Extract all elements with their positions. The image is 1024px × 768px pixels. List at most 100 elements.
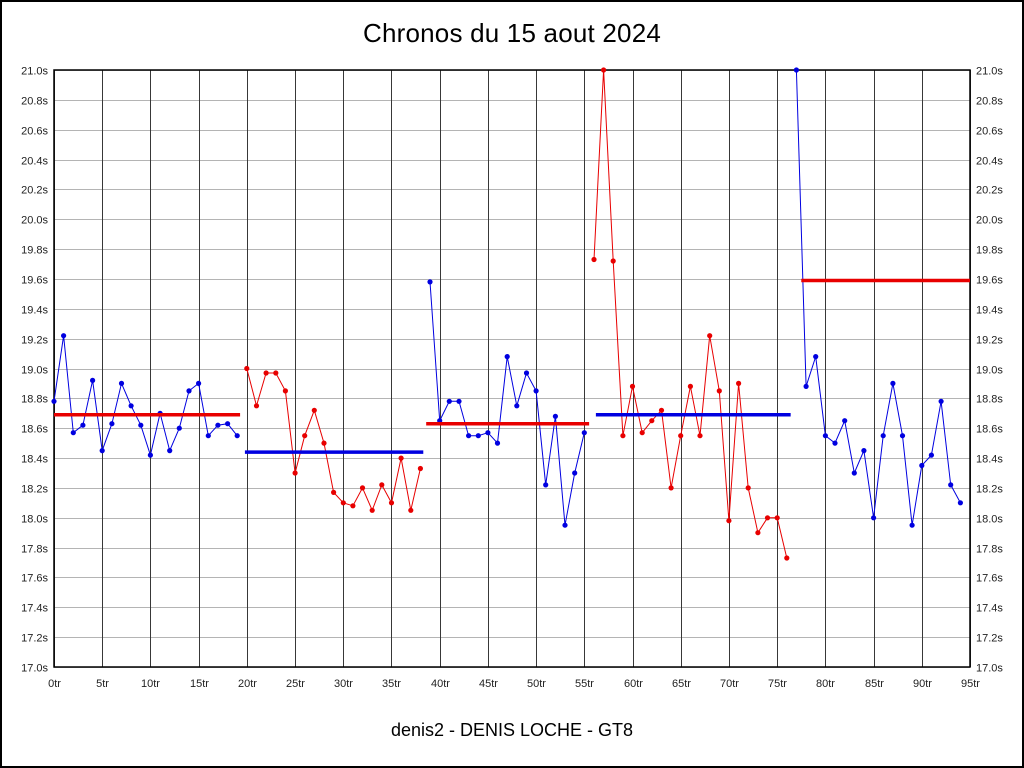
data-point-stint-1: [205, 433, 211, 439]
data-point-stint-2: [340, 500, 346, 506]
data-point-stint-2: [359, 485, 366, 491]
data-point-stint-4: [649, 418, 655, 424]
y-tick-label-right: 19.0s: [976, 365, 1003, 377]
data-point-stint-1: [176, 425, 182, 431]
y-tick-label-right: 17.2s: [976, 633, 1003, 645]
y-tick-label-right: 17.4s: [976, 603, 1003, 615]
data-point-stint-3: [466, 433, 472, 439]
x-tick-label: 40tr: [431, 678, 450, 690]
data-point-stint-5: [822, 433, 829, 439]
x-tick-label: 80tr: [816, 678, 835, 690]
series-line-stint-4: [593, 69, 788, 559]
data-point-stint-3: [494, 440, 501, 446]
data-point-stint-1: [51, 398, 57, 404]
driver-footer: denis2 - DENIS LOCHE - GT8: [390, 720, 634, 740]
data-point-stint-3: [475, 433, 481, 439]
y-tick-label-left: 20.0s: [21, 215, 48, 227]
y-tick-label-left: 20.4s: [21, 156, 48, 168]
data-point-stint-1: [234, 433, 240, 439]
data-point-stint-1: [128, 403, 134, 409]
data-point-stint-2: [331, 489, 337, 495]
data-point-stint-3: [456, 398, 462, 404]
y-tick-label-right: 17.6s: [976, 573, 1003, 585]
data-point-stint-1: [196, 380, 202, 386]
data-point-stint-4: [687, 383, 694, 389]
y-tick-label-right: 19.6s: [976, 275, 1003, 287]
x-tick-label: 15tr: [190, 678, 209, 690]
data-point-stint-4: [726, 518, 732, 524]
data-point-stint-5: [851, 470, 857, 476]
data-point-stint-1: [90, 377, 96, 383]
data-point-stint-3: [581, 430, 587, 436]
data-point-stint-2: [417, 465, 423, 472]
y-tick-label-right: 19.4s: [976, 305, 1003, 317]
y-tick-label-right: 19.2s: [976, 335, 1003, 347]
y-tick-label-left: 19.4s: [21, 305, 48, 317]
data-point-stint-2: [282, 388, 288, 394]
data-point-stint-2: [408, 507, 414, 513]
data-point-stint-5: [919, 462, 925, 469]
y-tick-label-left: 20.6s: [21, 126, 48, 138]
data-point-stint-3: [552, 413, 559, 419]
data-point-stint-4: [639, 430, 645, 436]
data-point-stint-5: [880, 433, 886, 439]
data-point-stint-4: [601, 67, 607, 73]
y-tick-label-right: 20.2s: [976, 185, 1003, 197]
y-tick-label-left: 19.2s: [21, 335, 48, 347]
y-tick-label-right: 20.0s: [976, 215, 1003, 227]
data-point-stint-4: [736, 380, 742, 386]
data-point-stint-5: [928, 452, 935, 458]
data-point-stint-2: [244, 365, 250, 372]
series-line-stint-5: [795, 69, 961, 526]
data-point-stint-1: [215, 422, 221, 428]
x-tick-label: 85tr: [865, 678, 884, 690]
y-tick-label-right: 18.4s: [976, 454, 1003, 466]
y-tick-label-right: 20.8s: [976, 96, 1003, 108]
data-point-stint-5: [938, 398, 944, 404]
data-point-stint-4: [591, 256, 597, 263]
data-point-stint-2: [292, 470, 298, 476]
data-point-stint-4: [678, 433, 684, 439]
y-tick-label-right: 20.6s: [976, 126, 1003, 138]
data-point-stint-1: [138, 422, 144, 428]
data-point-stint-4: [668, 485, 674, 491]
x-tick-label: 95tr: [961, 678, 980, 690]
data-point-stint-2: [253, 403, 260, 409]
y-tick-label-left: 18.2s: [21, 484, 48, 496]
data-point-stint-3: [485, 430, 491, 436]
y-tick-label-right: 18.8s: [976, 394, 1003, 406]
data-point-stint-3: [504, 354, 510, 360]
y-tick-label-right: 20.4s: [976, 156, 1003, 168]
x-tick-label: 90tr: [913, 678, 932, 690]
data-point-stint-5: [899, 433, 906, 439]
y-tick-label-left: 17.6s: [21, 573, 48, 585]
data-point-stint-3: [514, 403, 520, 409]
data-point-stint-2: [388, 500, 395, 506]
data-point-stint-2: [273, 370, 279, 376]
page-title: Chronos du 15 aout 2024: [362, 18, 662, 48]
data-point-stint-2: [311, 407, 317, 413]
data-point-stint-4: [620, 433, 626, 439]
y-tick-label-right: 18.0s: [976, 514, 1003, 526]
data-point-stint-4: [658, 407, 665, 413]
data-point-stint-3: [533, 388, 539, 394]
data-point-stint-4: [774, 515, 780, 521]
series-line-stint-2: [246, 368, 421, 512]
data-point-stint-1: [147, 452, 153, 458]
x-tick-label: 50tr: [527, 678, 546, 690]
x-tick-label: 25tr: [286, 678, 305, 690]
data-point-stint-2: [350, 503, 356, 509]
data-point-stint-4: [764, 515, 771, 521]
y-tick-label-right: 18.6s: [976, 424, 1003, 436]
data-point-stint-2: [369, 507, 375, 513]
data-point-stint-5: [842, 418, 848, 424]
data-point-stint-2: [379, 482, 385, 488]
x-tick-label: 75tr: [768, 678, 787, 690]
y-tick-label-left: 17.0s: [21, 663, 48, 675]
x-tick-label: 30tr: [334, 678, 353, 690]
y-tick-label-left: 19.6s: [21, 275, 48, 287]
x-tick-label: 5tr: [96, 678, 109, 690]
data-point-stint-5: [793, 67, 800, 73]
data-point-stint-5: [957, 500, 964, 506]
